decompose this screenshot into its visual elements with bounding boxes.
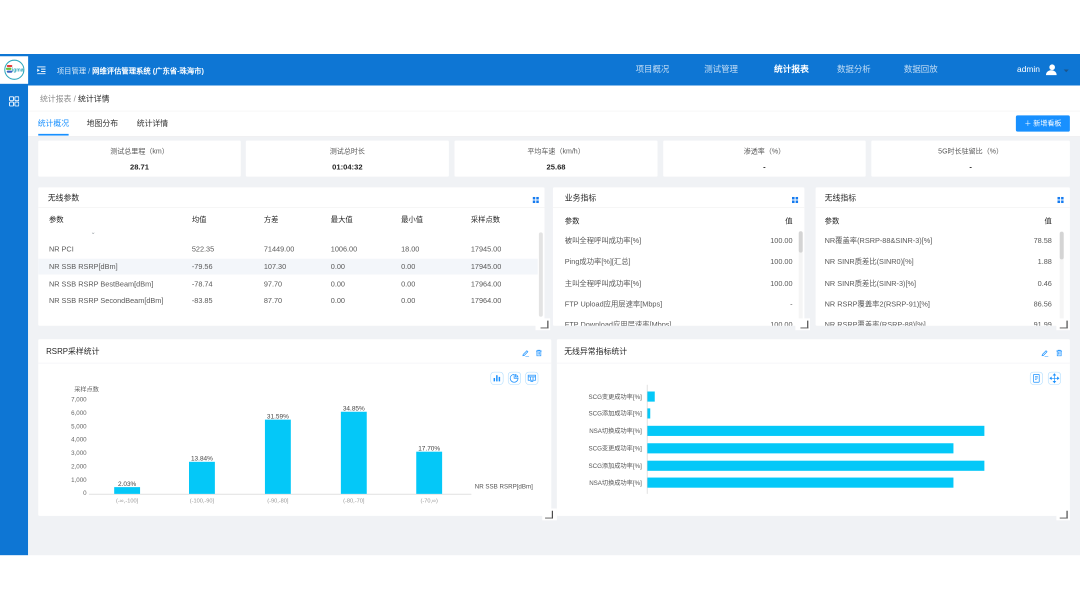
svg-text:igma: igma	[12, 68, 24, 74]
